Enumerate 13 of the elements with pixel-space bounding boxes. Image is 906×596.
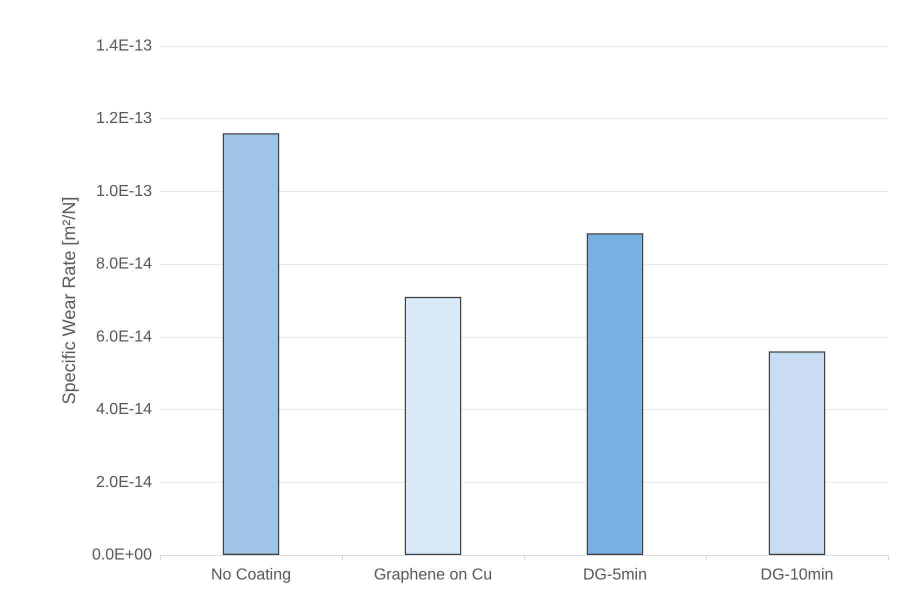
x-tick-label: DG-10min [760, 566, 834, 584]
x-tick-label: Graphene on Cu [374, 566, 492, 584]
x-tick-label: DG-5min [582, 566, 648, 584]
x-tick-label: No Coating [210, 566, 292, 584]
y-tick-label: 1.0E-13 [96, 182, 152, 200]
y-tick-label: 2.0E-14 [96, 474, 152, 491]
y-tick-label: 4.0E-14 [96, 401, 152, 418]
y-axis-title: Specific Wear Rate [m²/N] [59, 196, 79, 404]
y-tick-label: 1.4E-13 [96, 38, 152, 54]
y-tick-label: 8.0E-14 [96, 256, 152, 273]
y-tick-label: 0.0E+00 [92, 546, 152, 564]
y-tick-label: 1.2E-13 [96, 110, 152, 128]
y-tick-label: 6.0E-14 [96, 328, 152, 346]
